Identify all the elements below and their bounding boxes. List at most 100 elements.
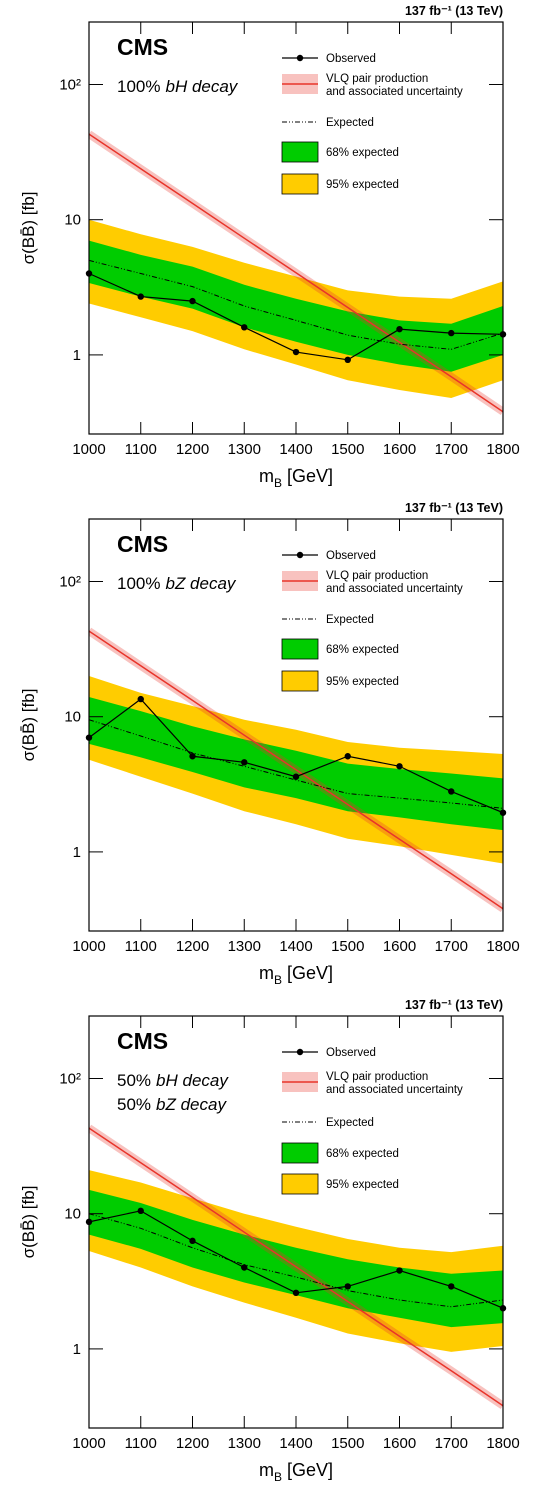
legend-band (281, 1173, 319, 1195)
y-axis-label: σ(BB̄) [fb] (19, 192, 38, 265)
y-tick-label: 10² (59, 77, 81, 94)
observed-point (344, 356, 351, 364)
x-tick-label: 1500 (331, 938, 364, 955)
x-tick-label: 1600 (383, 441, 416, 458)
annotation-prefix: 50% (117, 1071, 151, 1090)
legend-observed-point (296, 1048, 304, 1056)
x-label-sub: B (274, 1470, 282, 1484)
observed-point (396, 1267, 403, 1274)
legend-band (281, 638, 319, 660)
legend-label: Observed (326, 550, 376, 562)
x-tick-label: 1300 (228, 441, 261, 458)
observed-point (448, 788, 455, 795)
legend-label: and associated uncertainty (326, 583, 463, 595)
band (89, 240, 503, 372)
x-tick-label: 1600 (383, 938, 416, 955)
observed-point (241, 1264, 248, 1271)
annotation-text: bZ decay (156, 1095, 227, 1114)
x-tick-label: 1200 (176, 938, 209, 955)
annotation-prefix: 100% (117, 77, 160, 96)
band (89, 1189, 503, 1328)
x-tick-label: 1200 (176, 1435, 209, 1452)
x-tick-label: 1500 (331, 1435, 364, 1452)
x-tick-label: 1300 (228, 1435, 261, 1452)
x-label-sub: B (274, 973, 282, 987)
x-tick-label: 1100 (125, 1435, 157, 1452)
y-tick-label: 10² (59, 574, 81, 591)
y-tick-label: 1 (73, 1341, 81, 1358)
x-axis-label: mB [GeV] (259, 963, 333, 987)
band (89, 696, 503, 831)
x-tick-label: 1100 (125, 441, 157, 458)
chart-panel: 1000 1100 1200 1300 1400 1500 1600 1700 1800 1 10 1… (19, 501, 520, 987)
legend-observed-point (296, 551, 304, 559)
observed-point (344, 753, 351, 760)
x-tick-label: 1600 (383, 1435, 416, 1452)
legend-label: 68% expected (326, 1148, 399, 1160)
legend-band (281, 173, 319, 195)
x-tick-label: 1700 (435, 441, 468, 458)
y-axis-label: σ(BB̄) [fb] (19, 1186, 38, 1259)
x-tick-label: 1800 (486, 441, 519, 458)
y-tick-label: 10 (64, 212, 81, 229)
legend-label: VLQ pair production (326, 570, 428, 582)
x-label-main: m (259, 1460, 274, 1480)
x-axis-label: mB [GeV] (259, 466, 333, 490)
legend-band (281, 670, 319, 692)
observed-point (292, 1289, 300, 1297)
annotation-prefix: 100% (117, 574, 160, 593)
x-tick-label: 1000 (72, 441, 105, 458)
y-tick-label: 10 (64, 1206, 81, 1223)
plot-area (89, 130, 503, 416)
legend-label: 95% expected (326, 179, 399, 191)
x-tick-label: 1500 (331, 441, 364, 458)
x-tick-label: 1800 (486, 1435, 519, 1452)
x-tick-label: 1700 (435, 938, 468, 955)
expected-line (89, 1213, 503, 1308)
theory-line (89, 1127, 503, 1407)
lumi-label: 137 fb⁻¹ (13 TeV) (405, 4, 503, 18)
legend-label: Observed (326, 53, 376, 65)
expected-line (89, 259, 503, 350)
annotation: 100% bH decay (117, 77, 239, 96)
x-tick-label: 1800 (486, 938, 519, 955)
x-tick-label: 1000 (72, 1435, 105, 1452)
legend-label: VLQ pair production (326, 1071, 428, 1083)
observed-point (396, 325, 403, 333)
y-tick-label: 1 (73, 347, 81, 364)
observed-point (137, 1207, 144, 1215)
chart-panel: 1000 1100 1200 1300 1400 1500 1600 1700 1800 1 10 1… (19, 998, 520, 1484)
observed-point (189, 1237, 196, 1245)
annotation-text: bH decay (165, 77, 238, 96)
legend-label: 68% expected (326, 644, 399, 656)
expected-line (89, 719, 503, 809)
annotation-prefix: 50% (117, 1095, 151, 1114)
x-tick-label: 1400 (279, 938, 312, 955)
y-axis-label: σ(BB̄) [fb] (19, 689, 38, 762)
cms-label: CMS (117, 1028, 168, 1054)
observed-point (241, 759, 248, 766)
x-label-unit: [GeV] (287, 1460, 333, 1480)
y-tick-label: 10 (64, 709, 81, 726)
x-label-unit: [GeV] (287, 963, 333, 983)
cms-label: CMS (117, 531, 168, 557)
observed-point (448, 1283, 455, 1290)
legend-band (281, 141, 319, 163)
legend-label: 95% expected (326, 676, 399, 688)
cms-label: CMS (117, 34, 168, 60)
plot-area (89, 627, 503, 913)
x-label-unit: [GeV] (287, 466, 333, 486)
observed-point (448, 329, 455, 337)
legend-label: 95% expected (326, 1179, 399, 1191)
chart-panel: 1000 1100 1200 1300 1400 1500 1600 1700 1800 1 10 1… (19, 4, 520, 490)
observed-point (189, 753, 196, 760)
x-label-sub: B (274, 476, 282, 490)
observed-point (396, 763, 403, 770)
x-label-main: m (259, 963, 274, 983)
annotation-text: bZ decay (165, 574, 236, 593)
x-tick-label: 1100 (125, 938, 157, 955)
x-tick-label: 1300 (228, 938, 261, 955)
observed-point (189, 297, 196, 305)
observed-point (137, 695, 144, 703)
